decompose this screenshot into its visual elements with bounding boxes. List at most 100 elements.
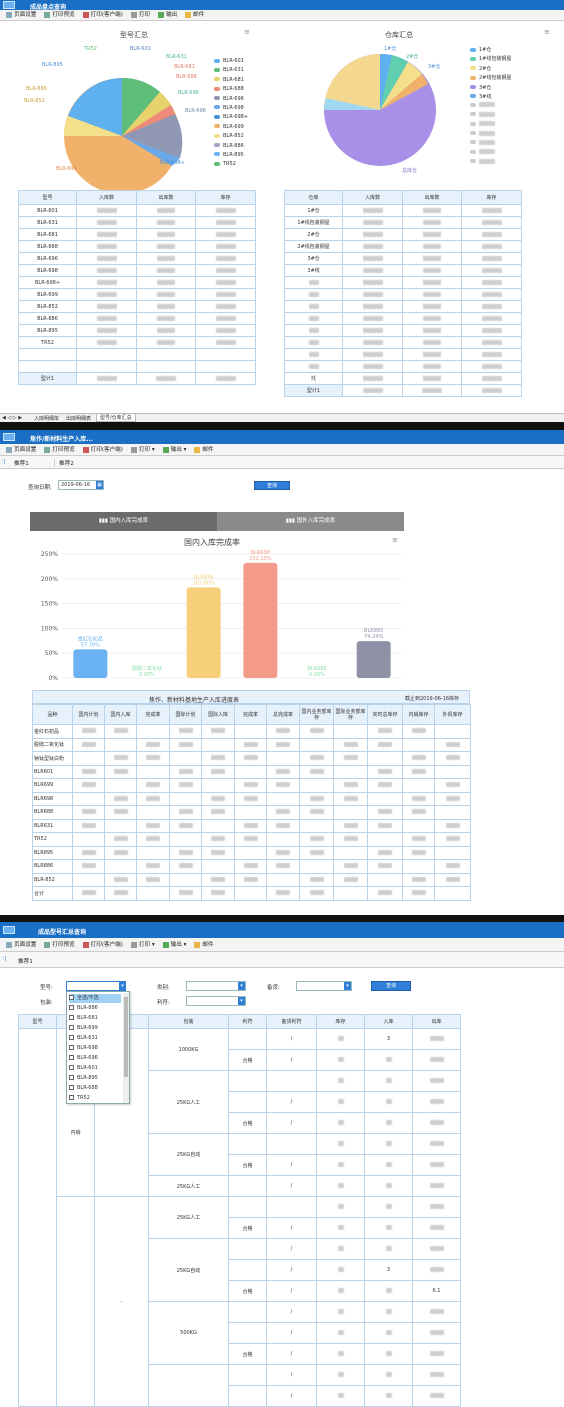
legend-item[interactable]: 1#仓 xyxy=(470,46,511,55)
legend-item[interactable]: BLR-681 xyxy=(214,77,248,86)
bar-金红石初品[interactable] xyxy=(73,649,108,678)
legend-item[interactable]: BLR-699 xyxy=(214,124,248,133)
pie-slice-698plus[interactable] xyxy=(122,136,180,166)
dropdown-option[interactable]: BLR-601 xyxy=(69,1064,121,1073)
legend-item[interactable]: BLR-852 xyxy=(214,133,248,142)
page-setup-button[interactable]: 页面设置 xyxy=(6,939,36,952)
export-button[interactable]: 输出 ▾ xyxy=(162,445,186,456)
pie-slice-4[interactable] xyxy=(380,74,428,110)
legend-item[interactable]: BLR-698+ xyxy=(214,114,248,123)
pie-slice-5[interactable] xyxy=(324,54,380,110)
chevron-down-icon[interactable]: ▾ xyxy=(344,982,351,990)
checkbox[interactable] xyxy=(69,1055,74,1060)
export-button[interactable]: 输出 ▾ xyxy=(162,939,186,952)
dropdown-option[interactable]: BLR-688 xyxy=(69,1084,121,1093)
print-preview-button[interactable]: 打印预览 xyxy=(44,10,75,20)
dropdown-option[interactable]: TR52 xyxy=(69,1094,121,1103)
query-button[interactable]: 查询 xyxy=(254,481,290,490)
checkbox[interactable] xyxy=(69,1015,74,1020)
chart-menu-icon[interactable]: ≡ xyxy=(392,536,398,544)
legend-item[interactable]: 1#线包装钢屋 xyxy=(470,55,511,64)
pie-slice-3[interactable] xyxy=(380,62,422,110)
sheet-tab-in[interactable]: 入库明细单 xyxy=(34,416,60,422)
model-select[interactable] xyxy=(66,981,126,991)
checkbox[interactable] xyxy=(69,1025,74,1030)
pie-slice-886[interactable] xyxy=(64,116,122,136)
legend-item[interactable]: TR52 xyxy=(214,161,248,170)
checkbox[interactable] xyxy=(69,1045,74,1050)
dropdown-option[interactable]: BLR-699 xyxy=(69,1024,121,1033)
model-dropdown-list[interactable]: 全选/不选 BLR-886 BLR-681 BLR-699 BLR-631 BLR-698… xyxy=(66,991,130,1104)
page-setup-button[interactable]: 页面设置 xyxy=(6,445,36,456)
print-preview-button[interactable]: 打印预览 xyxy=(44,445,75,456)
chevron-down-icon[interactable]: ▾ xyxy=(238,982,245,990)
tab-recommend1[interactable]: 推荐1 xyxy=(14,461,29,467)
calendar-icon[interactable]: ▦ xyxy=(96,481,103,489)
sheet-nav-arrows[interactable]: ◀ ◁ ▷ ▶ xyxy=(2,415,23,421)
legend-item[interactable]: BLR-688 xyxy=(214,86,248,95)
checkbox[interactable] xyxy=(69,1035,74,1040)
legend-item[interactable]: 2#线包装钢屋 xyxy=(470,74,511,83)
legend-item[interactable]: BLR-895 xyxy=(214,152,248,161)
sheet-tab-summary[interactable]: 型号/仓库汇总 xyxy=(96,414,136,422)
date-input[interactable]: 2019-06-16 xyxy=(58,480,104,490)
query-button[interactable]: 查询 xyxy=(371,981,411,991)
profit-select[interactable] xyxy=(186,996,246,1006)
pie-slice-681[interactable] xyxy=(122,105,175,136)
bar-BLR895[interactable] xyxy=(356,641,391,678)
chevron-down-icon[interactable]: ▾ xyxy=(119,982,126,990)
pie-slice-698[interactable] xyxy=(122,114,183,158)
mail-button[interactable]: 邮件 xyxy=(185,10,204,20)
bar-BLR698[interactable] xyxy=(243,562,278,678)
dropdown-option[interactable]: BLR-631 xyxy=(69,1034,121,1043)
legend-item[interactable]: 2#仓 xyxy=(470,65,511,74)
tab-recommend1[interactable]: 推荐1 xyxy=(18,959,33,965)
checkbox[interactable] xyxy=(69,1065,74,1070)
chart-menu-icon[interactable]: ≡ xyxy=(244,28,250,36)
sheet-tab-out[interactable]: 出库明细表 xyxy=(66,416,92,422)
pie-slice-895[interactable] xyxy=(68,78,122,136)
mail-button[interactable]: 邮件 xyxy=(194,939,214,952)
checkbox[interactable] xyxy=(69,1075,74,1080)
print-button[interactable]: 打印 xyxy=(130,10,150,20)
pie-slice-601[interactable] xyxy=(122,77,160,136)
chevron-down-icon[interactable]: ▾ xyxy=(238,997,245,1005)
legend-item[interactable]: BLR-886 xyxy=(214,143,248,152)
dropdown-option[interactable]: BLR-698 xyxy=(69,1044,121,1053)
dropdown-option[interactable]: BLR-895 xyxy=(69,1074,121,1083)
print-button[interactable]: 打印 ▾ xyxy=(130,939,155,952)
subtab-domestic[interactable]: ▮▮▮ 国内入库完成率 xyxy=(30,512,217,531)
dropdown-option[interactable]: BLR-696 xyxy=(69,1054,121,1063)
legend-item[interactable]: BLR-601 xyxy=(214,58,248,67)
bar-BLR699[interactable] xyxy=(186,587,221,678)
legend-item[interactable]: BLR-696 xyxy=(214,96,248,105)
tab-recommend2[interactable]: 推荐2 xyxy=(54,459,74,467)
subtab-foreign[interactable]: ▮▮▮ 国外入库完成率 xyxy=(217,512,404,531)
pie-slice-1[interactable] xyxy=(380,53,392,110)
print-preview-button[interactable]: 打印预览 xyxy=(44,939,75,952)
page-setup-button[interactable]: 页面设置 xyxy=(6,10,36,20)
checkbox[interactable] xyxy=(69,995,74,1000)
checkbox[interactable] xyxy=(69,1095,74,1100)
chart-menu-icon-right[interactable]: ≡ xyxy=(544,28,550,36)
filter-toggle-icon[interactable]: ⫶| xyxy=(3,956,7,962)
legend-item[interactable]: 3#线 xyxy=(470,93,511,102)
export-button[interactable]: 输出 xyxy=(158,10,177,20)
print-client-button[interactable]: 打印(客户端) xyxy=(82,445,123,456)
stock-select[interactable] xyxy=(296,981,352,991)
dropdown-scrollbar[interactable] xyxy=(123,993,129,1103)
dropdown-option[interactable]: BLR-886 xyxy=(69,1004,121,1013)
print-client-button[interactable]: 打印(客户端) xyxy=(82,939,123,952)
dropdown-option[interactable]: 全选/不选 xyxy=(69,994,121,1003)
legend-item[interactable]: BLR-698 xyxy=(214,105,248,114)
pie-slice-631[interactable] xyxy=(122,92,171,136)
category-select[interactable] xyxy=(186,981,246,991)
dropdown-option[interactable]: BLR-681 xyxy=(69,1014,121,1023)
print-client-button[interactable]: 打印(客户端) xyxy=(82,10,123,20)
mail-button[interactable]: 邮件 xyxy=(194,445,214,456)
legend-item[interactable]: 3#仓 xyxy=(470,84,511,93)
checkbox[interactable] xyxy=(69,1085,74,1090)
print-button[interactable]: 打印 ▾ xyxy=(130,445,155,456)
filter-toggle-icon[interactable]: ⫶| xyxy=(2,459,6,465)
legend-item[interactable]: BLR-631 xyxy=(214,67,248,76)
